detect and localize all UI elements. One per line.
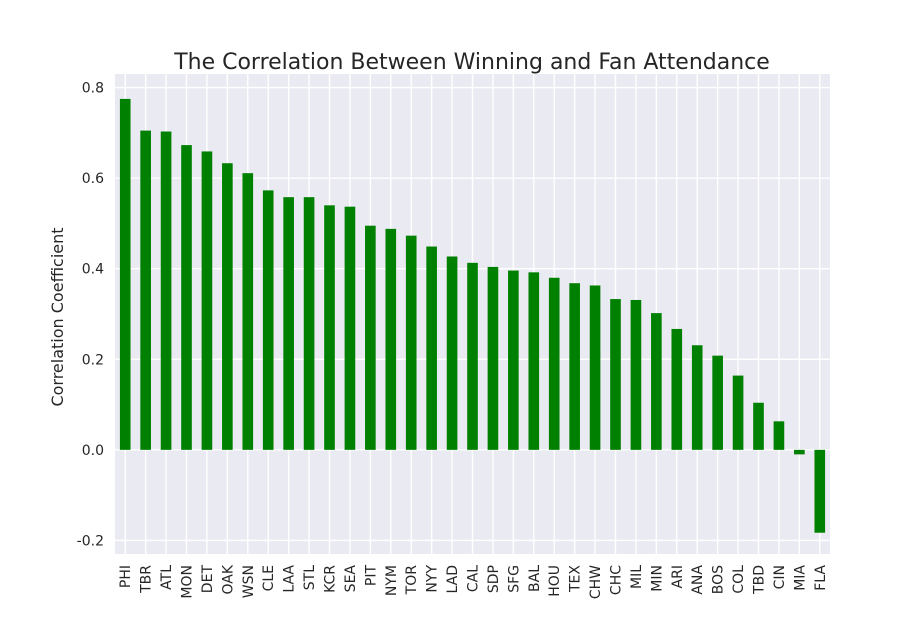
y-tick-label: 0.6: [82, 171, 104, 187]
bar-ana: [691, 345, 703, 450]
chart-title: The Correlation Between Winning and Fan …: [173, 50, 770, 75]
bar-tbd: [753, 402, 764, 450]
bar-pit: [365, 225, 376, 450]
x-tick-labels: PHI TBR ATL MON DET OAK WSN CLE LAA STL KCR SEA PIT N…: [118, 564, 829, 599]
bar-phi: [119, 98, 131, 450]
x-tick-label: MIA: [792, 565, 808, 591]
x-tick-label: CHC: [609, 565, 625, 595]
bar-tex: [569, 283, 580, 450]
bar-stl: [303, 197, 315, 450]
bar-nyy: [426, 246, 437, 450]
x-tick-label: ARI: [670, 565, 686, 588]
x-tick-label: CHW: [588, 565, 604, 599]
x-tick-label: OAK: [220, 564, 236, 594]
bar-oak: [222, 163, 233, 450]
x-tick-label: CIN: [772, 565, 788, 589]
x-tick-label: MIN: [649, 565, 665, 592]
bar-kcr: [324, 205, 335, 450]
x-tick-label: CLE: [261, 565, 277, 591]
x-tick-label: STL: [302, 565, 318, 590]
bar-wsn: [242, 173, 254, 450]
bar-hou: [548, 277, 560, 450]
bar-ari: [671, 328, 683, 450]
bar-tor: [405, 235, 417, 450]
bar-lad: [446, 256, 458, 450]
x-tick-label: BOS: [711, 565, 727, 594]
bar-mia: [794, 449, 805, 455]
y-tick-label: 0.0: [82, 443, 104, 459]
x-tick-label: TOR: [404, 565, 420, 596]
x-tick-label: PIT: [363, 565, 379, 587]
bar-atl: [160, 131, 172, 450]
x-tick-label: TBR: [139, 565, 155, 594]
x-tick-label: MON: [180, 565, 196, 599]
bar-cle: [262, 190, 274, 450]
x-tick-label: TEX: [568, 565, 584, 593]
x-tick-label: SEA: [343, 565, 359, 593]
bar-nym: [385, 228, 397, 450]
bar-fla: [814, 449, 826, 533]
x-tick-label: NYY: [425, 565, 441, 593]
x-tick-label: NYM: [384, 565, 400, 596]
x-tick-label: PHI: [118, 565, 134, 588]
bar-sdp: [487, 266, 499, 450]
bar-mil: [630, 299, 642, 450]
x-tick-label: WSN: [241, 565, 257, 598]
bar-cal: [467, 262, 478, 450]
x-tick-label: KCR: [323, 565, 339, 593]
x-tick-label: SDP: [486, 565, 502, 593]
y-tick-label: 0.4: [82, 262, 104, 278]
x-tick-label: ATL: [159, 565, 175, 590]
x-tick-label: LAA: [282, 565, 298, 593]
x-tick-label: FLA: [813, 565, 829, 591]
bars: [119, 98, 826, 533]
bar-mon: [181, 145, 192, 450]
y-tick-label: -0.2: [77, 533, 104, 549]
x-tick-label: SFG: [506, 565, 522, 593]
bar-cin: [773, 421, 785, 450]
x-tick-label: CAL: [466, 565, 482, 592]
x-tick-label: MIL: [629, 565, 645, 589]
bar-tbr: [140, 130, 151, 450]
y-tick-label: 0.2: [82, 352, 104, 368]
x-tick-label: DET: [200, 565, 216, 594]
x-tick-label: COL: [731, 565, 747, 594]
bar-chc: [610, 299, 621, 450]
bar-min: [651, 313, 662, 450]
x-tick-label: LAD: [445, 565, 461, 593]
bar-sea: [344, 206, 356, 450]
x-tick-label: ANA: [690, 565, 706, 595]
y-tick-labels: -0.2 0.0 0.2 0.4 0.6 0.8: [77, 81, 104, 550]
y-tick-label: 0.8: [82, 81, 104, 97]
bar-laa: [283, 197, 294, 450]
x-tick-label: BAL: [527, 565, 543, 592]
bar-sfg: [508, 270, 519, 450]
x-tick-label: TBD: [752, 565, 768, 595]
bar-bal: [528, 272, 540, 450]
bar-det: [201, 151, 213, 450]
bar-chw: [589, 285, 601, 450]
bar-col: [732, 375, 744, 450]
x-tick-label: HOU: [547, 565, 563, 597]
y-axis-label: Correlation Coefficient: [48, 227, 67, 406]
bar-bos: [712, 355, 723, 450]
